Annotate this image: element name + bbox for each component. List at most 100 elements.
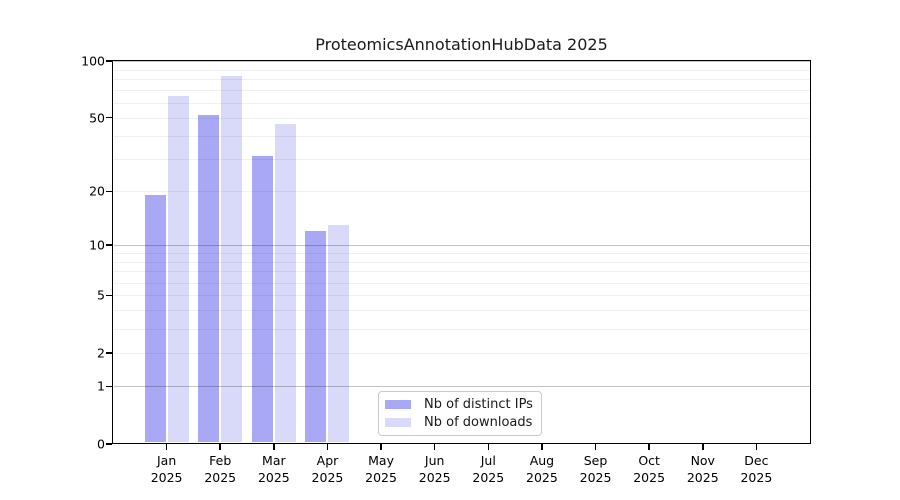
legend-entry-downloads: Nb of downloads	[385, 415, 535, 430]
gridline-minor-9	[114, 252, 810, 254]
x-tick-mark-may	[380, 444, 382, 450]
y-tick-label-20: 20	[89, 183, 105, 199]
x-tick-month: Sep	[583, 453, 608, 468]
x-tick-mark-oct	[648, 444, 650, 450]
gridline-minor-20	[114, 191, 810, 193]
x-tick-mark-feb	[219, 444, 221, 450]
x-tick-mark-dec	[755, 444, 758, 450]
x-tick-month: Nov	[690, 453, 715, 468]
y-tick-label-2: 2	[97, 345, 105, 361]
gridline-minor-8	[114, 261, 810, 263]
y-tick-label-10: 10	[89, 237, 105, 253]
x-tick-label-apr: Apr 2025	[295, 452, 359, 486]
x-tick-mark-jun	[433, 444, 436, 450]
x-tick-label-may: May 2025	[349, 452, 413, 486]
x-tick-year: 2025	[365, 470, 397, 485]
gridline-major-10	[114, 245, 810, 246]
x-tick-month: Oct	[638, 453, 660, 468]
x-tick-year: 2025	[740, 470, 773, 485]
gridline-minor-60	[114, 102, 810, 104]
x-tick-label-feb: Feb 2025	[188, 452, 252, 486]
legend-label-distinct-ips: Nb of distinct IPs	[424, 397, 533, 412]
gridline-minor-30	[114, 159, 810, 161]
x-tick-mark-aug	[541, 444, 543, 450]
legend-label-downloads: Nb of downloads	[424, 415, 533, 430]
bar-nb-of-distinct-ips-jan	[144, 195, 166, 443]
x-tick-year: 2025	[633, 470, 666, 485]
bar-nb-of-distinct-ips-apr	[305, 231, 327, 443]
x-tick-month: Jun	[424, 453, 445, 468]
x-tick-label-jul: Jul 2025	[456, 452, 520, 486]
x-tick-year: 2025	[204, 470, 237, 485]
x-tick-month: May	[368, 453, 394, 468]
bar-nb-of-distinct-ips-mar	[251, 156, 273, 443]
x-tick-month: Aug	[529, 453, 555, 468]
y-tick-mark-5	[106, 294, 112, 297]
y-tick-mark-50	[106, 116, 112, 119]
x-tick-month: Apr	[316, 453, 339, 468]
gridline-minor-50	[114, 117, 810, 119]
gridline-minor-7	[114, 271, 810, 273]
bar-nb-of-downloads-apr	[328, 224, 350, 443]
legend-swatch-distinct-ips	[385, 400, 411, 409]
x-tick-mark-sep	[594, 444, 597, 450]
gridline-minor-90	[114, 69, 810, 71]
gridline-minor-4	[114, 310, 810, 312]
bar-nb-of-downloads-mar	[274, 124, 296, 443]
y-tick-label-5: 5	[97, 287, 105, 303]
x-tick-year: 2025	[418, 470, 451, 485]
x-tick-label-sep: Sep 2025	[564, 452, 628, 486]
gridline-minor-6	[114, 282, 810, 284]
y-tick-label-100: 100	[81, 53, 105, 69]
x-tick-year: 2025	[150, 470, 183, 485]
x-tick-year: 2025	[257, 470, 290, 485]
y-tick-mark-2	[106, 352, 112, 354]
x-tick-month: Jul	[480, 453, 496, 468]
x-tick-year: 2025	[472, 470, 505, 485]
y-tick-label-50: 50	[89, 110, 105, 126]
x-tick-mark-nov	[702, 444, 704, 450]
x-tick-mark-jul	[487, 444, 490, 450]
x-tick-month: Mar	[262, 453, 286, 468]
legend: Nb of distinct IPs Nb of downloads	[378, 391, 542, 436]
legend-entry-distinct-ips: Nb of distinct IPs	[385, 397, 535, 412]
x-tick-label-nov: Nov 2025	[671, 452, 735, 486]
x-tick-mark-mar	[273, 444, 275, 450]
x-tick-year: 2025	[526, 470, 558, 485]
gridline-minor-5	[114, 295, 810, 297]
y-tick-label-0: 0	[97, 436, 105, 452]
y-tick-mark-100	[106, 60, 112, 62]
y-tick-mark-10	[106, 244, 112, 246]
y-tick-mark-0	[106, 443, 112, 445]
gridline-minor-40	[114, 135, 810, 137]
x-tick-mark-jan	[165, 444, 168, 450]
x-tick-year: 2025	[686, 470, 719, 485]
bar-nb-of-downloads-feb	[221, 76, 243, 443]
gridline-major-100	[114, 61, 810, 62]
gridline-minor-2	[114, 352, 810, 354]
legend-swatch-downloads	[385, 418, 411, 427]
x-tick-label-mar: Mar 2025	[242, 452, 306, 486]
x-tick-label-dec: Dec 2025	[724, 452, 788, 486]
y-tick-mark-20	[106, 190, 112, 193]
x-tick-year: 2025	[311, 470, 344, 485]
y-tick-label-1: 1	[97, 378, 105, 394]
gridline-minor-3	[114, 328, 810, 330]
x-tick-label-jun: Jun 2025	[403, 452, 467, 486]
chart-title: ProteomicsAnnotationHubData 2025	[315, 35, 608, 54]
bar-nb-of-distinct-ips-feb	[198, 114, 220, 443]
gridline-minor-80	[114, 79, 810, 81]
x-tick-mark-apr	[326, 444, 329, 450]
x-tick-month: Jan	[156, 453, 177, 468]
bar-nb-of-downloads-jan	[167, 96, 189, 443]
x-tick-month: Dec	[744, 453, 769, 468]
gridline-major-1	[114, 386, 810, 388]
x-tick-label-jan: Jan 2025	[135, 452, 199, 486]
x-tick-year: 2025	[579, 470, 612, 485]
x-tick-label-aug: Aug 2025	[510, 452, 574, 486]
x-tick-label-oct: Oct 2025	[617, 452, 681, 486]
gridline-minor-70	[114, 90, 810, 92]
y-tick-mark-1	[106, 385, 112, 388]
x-tick-month: Feb	[209, 453, 232, 468]
